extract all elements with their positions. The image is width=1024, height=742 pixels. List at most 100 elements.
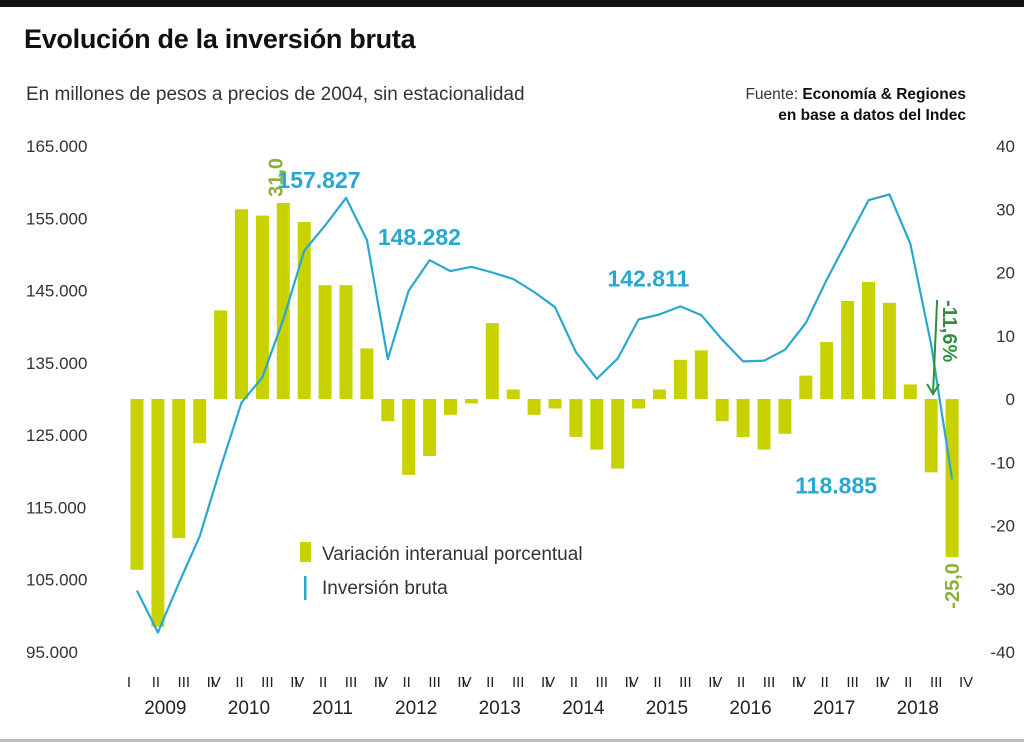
bar (924, 399, 938, 473)
bar (527, 399, 541, 415)
x-quarter-label: IV (457, 674, 471, 691)
x-year-label: 2010 (228, 698, 270, 719)
x-year-label: 2014 (562, 698, 605, 719)
x-quarter-label: I (629, 674, 633, 691)
bar (360, 348, 374, 399)
bar (255, 215, 269, 399)
x-quarter-label: I (461, 674, 465, 691)
x-quarter-label: I (211, 674, 215, 691)
source-line2: en base a datos del Indec (778, 107, 966, 124)
y-tick-label: 155.000 (26, 209, 87, 228)
x-year-label: 2012 (395, 698, 437, 719)
x-quarter-label: III (930, 674, 943, 691)
y-tick-label: 165.000 (26, 137, 87, 156)
legend-bar-swatch (300, 542, 311, 562)
x-quarter-label: III (679, 674, 692, 691)
line-value-label: 157.827 (277, 167, 360, 193)
x-quarter-label: I (545, 674, 549, 691)
bar (444, 399, 457, 415)
line-value-label: 118.885 (795, 472, 877, 498)
x-quarter-label: II (319, 674, 327, 691)
left-axis: 165.000 155.000 145.000 135.000 125.000 115.0… (26, 137, 87, 662)
line-series (136, 193, 954, 634)
bar (506, 389, 520, 399)
bar (841, 300, 855, 399)
x-quarter-label: II (821, 674, 829, 691)
y2-tick-label: 40 (996, 137, 1015, 156)
annotations: 157.827 148.282 142.811 118.885 31,0 -25,0 -11… (265, 158, 964, 609)
x-quarter-label: IV (708, 674, 722, 691)
y2-tick-label: 10 (996, 327, 1015, 346)
x-quarter-label: III (261, 674, 274, 691)
top-rule (0, 0, 1024, 7)
x-quarter-label: IV (374, 674, 388, 691)
y-tick-label: 135.000 (26, 354, 87, 373)
bar-value-label: -25,0 (942, 563, 964, 609)
bar (276, 202, 290, 399)
x-year-label: 2018 (897, 698, 939, 719)
x-quarter-label: I (712, 674, 716, 691)
right-axis: 40 30 20 10 0 -10 -20 -30 -40 (990, 137, 1015, 662)
legend-line-label: Inversión bruta (322, 578, 448, 599)
x-quarter-label: III (512, 674, 525, 691)
x-quarter-label: IV (290, 674, 304, 691)
bar (736, 399, 750, 437)
y2-tick-label: 0 (1006, 390, 1015, 409)
bar (694, 350, 708, 399)
bar (548, 399, 562, 409)
bar (611, 399, 625, 469)
bar (673, 359, 687, 399)
bar (423, 399, 437, 456)
line-value-label: 142.811 (607, 265, 689, 291)
x-year-label: 2013 (479, 698, 521, 719)
x-quarter-label: II (152, 674, 160, 691)
x-year-label: 2009 (144, 698, 186, 719)
bar (485, 323, 499, 399)
y-tick-label: 145.000 (26, 282, 87, 301)
x-quarter-label: III (596, 674, 609, 691)
x-quarter-label: III (763, 674, 776, 691)
x-quarter-label: III (846, 674, 859, 691)
bar (653, 389, 666, 399)
x-quarter-label: IV (207, 674, 221, 691)
bar (151, 399, 165, 627)
legend-bar-label: Variación interanual porcentual (322, 544, 583, 565)
legend-line-swatch (304, 576, 307, 600)
bar (820, 342, 834, 399)
y2-tick-label: -30 (990, 580, 1015, 599)
x-quarter-label: III (345, 674, 358, 691)
line-path (136, 193, 954, 634)
variation-arrow-head (926, 383, 940, 396)
bar (214, 310, 228, 399)
y-tick-label: 105.000 (26, 571, 87, 590)
x-quarter-label: II (570, 674, 578, 691)
y-tick-label: 115.000 (26, 498, 86, 517)
bar (882, 302, 896, 399)
bar (235, 209, 248, 399)
bar (799, 375, 813, 399)
x-quarter-label: IV (541, 674, 555, 691)
bar (339, 285, 353, 399)
bar (715, 399, 729, 422)
bar (903, 384, 917, 399)
y-tick-label: 125.000 (26, 426, 87, 445)
chart-subtitle: En millones de pesos a precios de 2004, … (26, 84, 525, 105)
x-quarter-label: IV (959, 674, 973, 691)
bar (464, 399, 478, 404)
chart-source: Fuente: Economía & Regiones en base a da… (745, 84, 966, 126)
source-prefix: Fuente: (745, 86, 803, 103)
x-quarter-label: III (178, 674, 191, 691)
bar (569, 399, 583, 437)
x-quarter-label: IV (792, 674, 806, 691)
x-year-label: 2016 (729, 698, 771, 719)
bar (402, 399, 416, 475)
x-quarter-label: II (235, 674, 243, 691)
x-quarter-label: II (904, 674, 912, 691)
chart-title: Evolución de la inversión bruta (24, 24, 416, 54)
x-axis: I II III IVI II III IVI II III IVI II III IVI II III IV… (127, 674, 973, 719)
bar (862, 281, 875, 399)
bar (297, 221, 311, 399)
x-year-label: 2011 (312, 698, 353, 719)
bar-series (130, 202, 959, 627)
variation-label: -11,6% (938, 300, 960, 362)
